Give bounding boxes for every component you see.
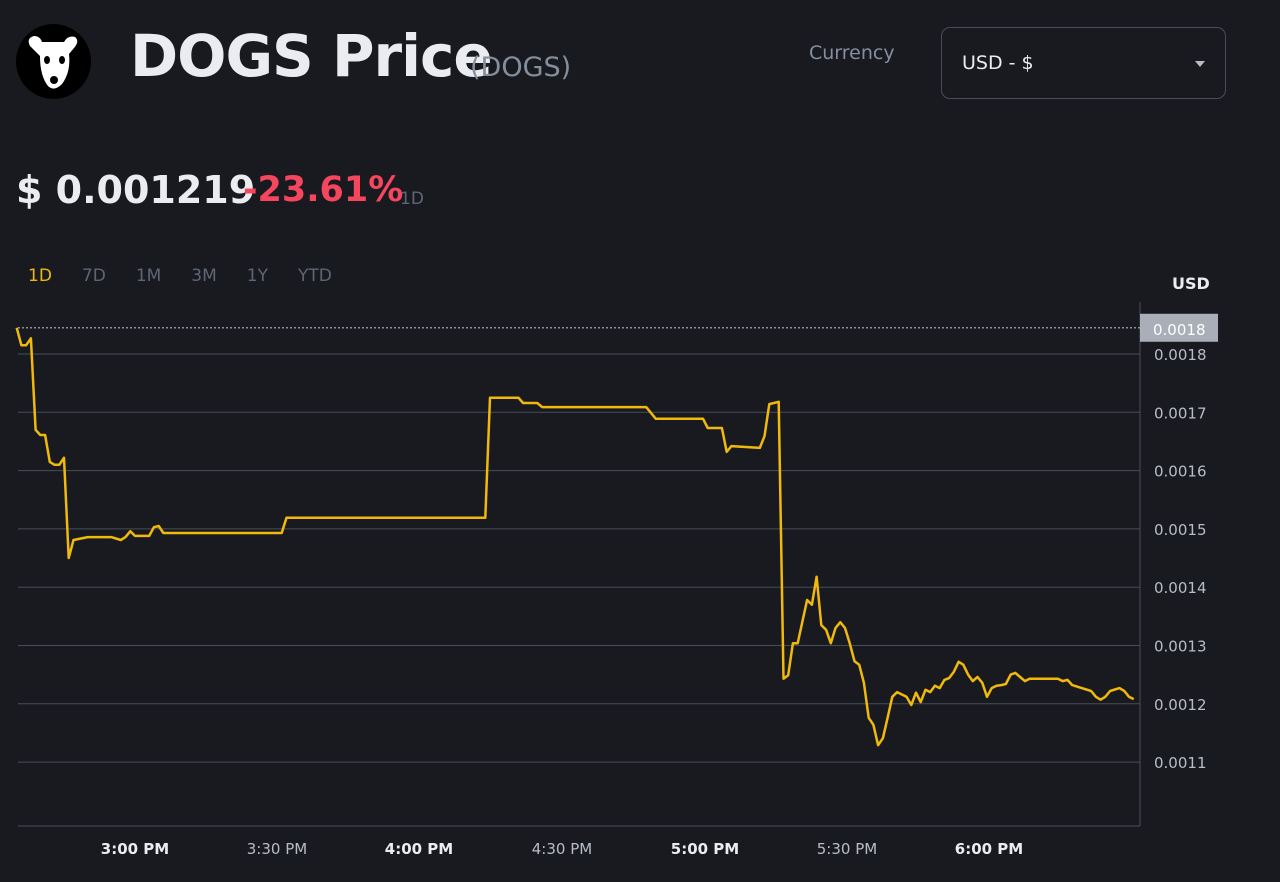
x-tick-label: 6:00 PM	[955, 840, 1023, 858]
reference-label-bg	[1140, 313, 1218, 342]
page-title: DOGS Price	[130, 22, 493, 90]
x-tick-label: 5:00 PM	[671, 840, 739, 858]
currency-select[interactable]: USD - $	[941, 27, 1226, 99]
currency-value: USD - $	[962, 52, 1034, 74]
x-tick-label: 4:00 PM	[385, 840, 453, 858]
x-tick-label: 3:00 PM	[101, 840, 169, 858]
tab-7d[interactable]: 7D	[81, 266, 106, 286]
tab-1d[interactable]: 1D	[28, 266, 52, 286]
y-tick-label: 0.0018	[1154, 346, 1207, 364]
y-axis-unit: USD	[1172, 274, 1210, 293]
dogs-logo	[16, 24, 91, 99]
tab-1y[interactable]: 1Y	[246, 266, 268, 286]
y-tick-label: 0.0016	[1154, 463, 1207, 481]
tab-1m[interactable]: 1M	[135, 266, 162, 286]
change-period: 1D	[400, 189, 424, 209]
x-tick-label: 5:30 PM	[817, 840, 877, 858]
currency-label: Currency	[809, 42, 895, 64]
x-tick-label: 4:30 PM	[532, 840, 592, 858]
y-tick-label: 0.0013	[1154, 638, 1207, 656]
y-tick-label: 0.0015	[1154, 521, 1207, 539]
price-line	[15, 327, 1135, 747]
y-tick-label: 0.0014	[1154, 579, 1207, 597]
current-price: $ 0.001219	[16, 168, 256, 212]
caret-down-icon	[1195, 61, 1205, 67]
y-tick-label: 0.0011	[1154, 754, 1207, 772]
token-symbol: (DOGS)	[470, 52, 572, 83]
tab-ytd[interactable]: YTD	[297, 266, 332, 286]
y-tick-label: 0.0017	[1154, 404, 1207, 422]
timeframe-tabs: 1D 7D 1M 3M 1Y YTD	[28, 266, 362, 286]
tab-3m[interactable]: 3M	[191, 266, 217, 286]
reference-label: 0.0018	[1153, 321, 1206, 339]
price-change: -23.61%	[243, 170, 404, 210]
dog-face-icon	[28, 36, 78, 89]
y-tick-label: 0.0012	[1154, 696, 1207, 714]
x-tick-label: 3:30 PM	[247, 840, 307, 858]
